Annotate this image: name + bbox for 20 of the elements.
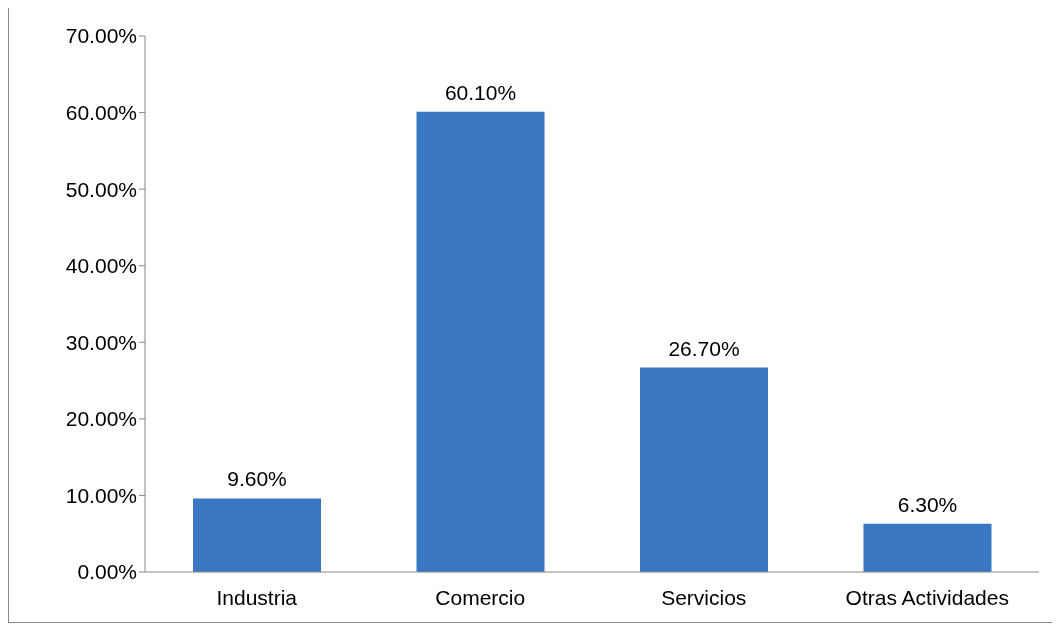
y-tick-label: 10.00% bbox=[65, 483, 137, 507]
bar bbox=[863, 523, 992, 572]
bar bbox=[416, 111, 545, 572]
y-tick-label: 70.00% bbox=[65, 24, 137, 48]
x-tick-label: Otras Actividades bbox=[845, 585, 1009, 609]
data-label: 6.30% bbox=[897, 492, 958, 516]
x-tick-label: Comercio bbox=[435, 585, 526, 609]
data-label: 60.10% bbox=[444, 80, 517, 104]
x-tick-label: Industria bbox=[216, 585, 298, 609]
y-tick-label: 0.00% bbox=[77, 560, 137, 584]
y-tick-label: 30.00% bbox=[65, 330, 137, 354]
data-label: 26.70% bbox=[668, 336, 740, 360]
bar bbox=[193, 498, 321, 572]
y-tick-label: 20.00% bbox=[65, 407, 137, 431]
x-tick-label: Servicios bbox=[661, 585, 747, 609]
y-tick-label: 50.00% bbox=[65, 177, 137, 201]
y-tick-label: 40.00% bbox=[65, 254, 137, 278]
y-tick-label: 60.00% bbox=[65, 101, 137, 125]
bar bbox=[640, 367, 768, 572]
data-label: 9.60% bbox=[227, 467, 287, 491]
